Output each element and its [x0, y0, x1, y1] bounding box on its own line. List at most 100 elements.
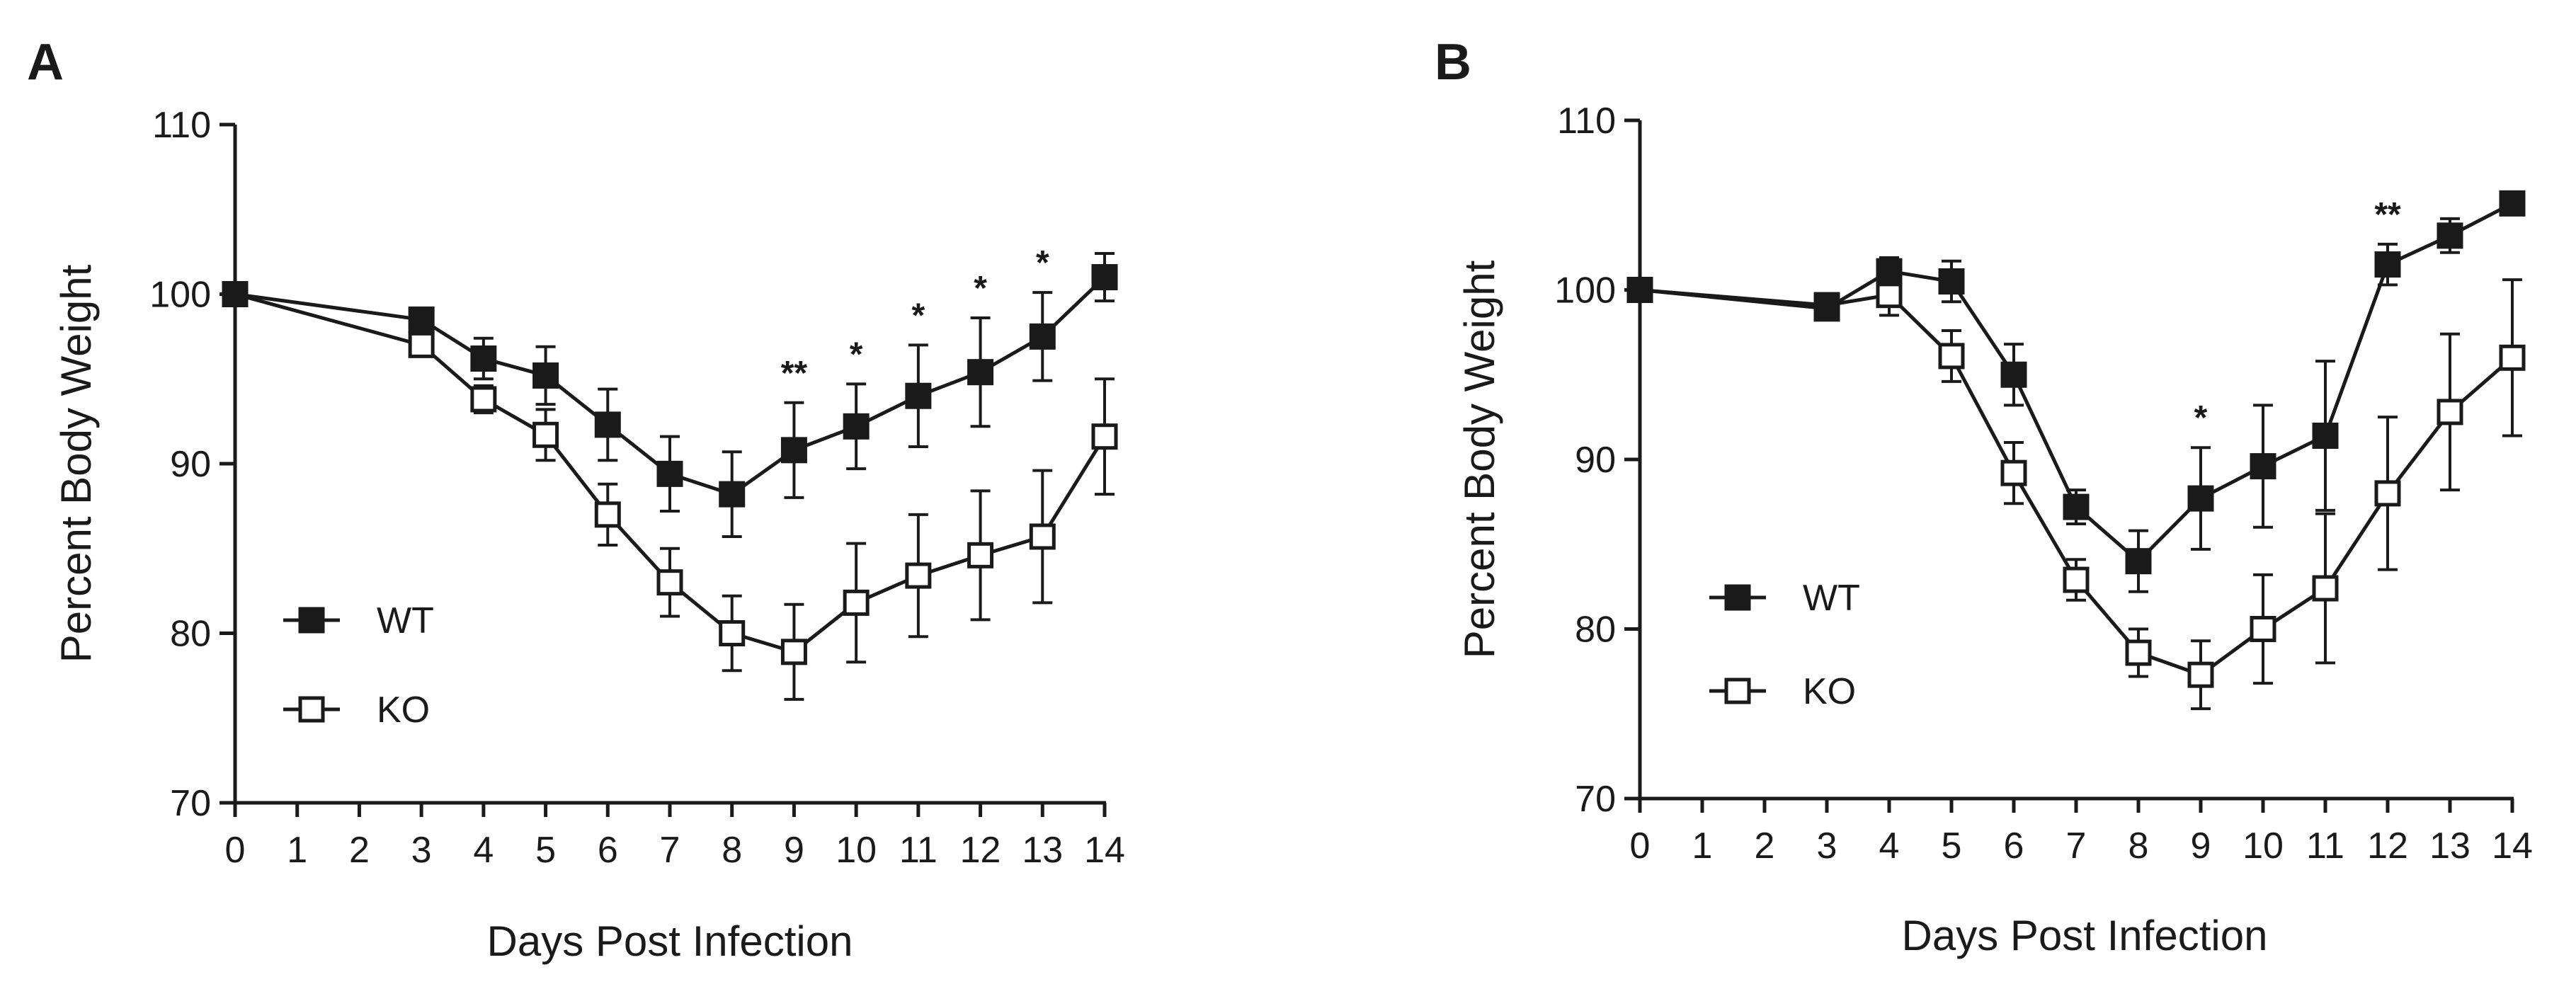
y-tick-label: 100 — [1554, 270, 1616, 311]
y-tick-label: 90 — [1575, 440, 1616, 481]
x-tick-label: 13 — [2429, 825, 2470, 867]
data-point-ko — [2374, 480, 2401, 507]
data-point-ko — [905, 562, 932, 589]
data-point-ko — [1876, 282, 1903, 309]
y-tick-label: 110 — [152, 105, 211, 146]
data-point-wt — [2499, 190, 2526, 217]
y-tick-label: 70 — [170, 783, 211, 824]
data-point-ko — [470, 386, 497, 413]
data-point-ko — [780, 639, 807, 665]
x-tick-label: 9 — [2191, 825, 2211, 867]
data-point-ko — [656, 569, 683, 596]
data-point-ko — [1938, 343, 1965, 370]
data-point-wt — [2000, 361, 2027, 388]
x-tick-label: 2 — [1755, 825, 1775, 867]
data-point-wt — [594, 411, 621, 438]
x-tick-label: 8 — [722, 830, 742, 871]
data-point-wt — [719, 481, 746, 508]
data-point-wt — [2312, 422, 2339, 449]
data-point-wt — [1091, 264, 1118, 291]
data-point-wt — [2187, 485, 2214, 512]
data-point-wt — [1029, 323, 1056, 350]
x-tick-label: 5 — [535, 830, 556, 871]
data-point-ko — [408, 331, 435, 358]
legend-item-ko: KO — [1709, 671, 1856, 712]
y-tick-label: 90 — [170, 444, 211, 485]
data-point-wt — [1938, 268, 1965, 295]
y-tick-label: 80 — [170, 614, 211, 655]
legend-label: KO — [1803, 671, 1856, 712]
data-point-ko — [2312, 575, 2339, 602]
x-tick-label: 13 — [1022, 830, 1063, 871]
legend-label: WT — [377, 600, 434, 641]
data-point-ko — [2125, 639, 2152, 666]
data-point-wt — [843, 413, 870, 440]
legend-label: KO — [377, 690, 430, 731]
x-tick-label: 4 — [473, 830, 494, 871]
x-axis-title: Days Post Infection — [487, 917, 853, 965]
significance-marker: * — [1036, 244, 1049, 282]
x-tick-label: 0 — [225, 830, 246, 871]
data-point-wt — [2374, 251, 2401, 278]
significance-marker: ** — [2374, 196, 2401, 234]
x-tick-label: 6 — [2004, 825, 2024, 867]
data-point-ko — [2437, 399, 2463, 425]
x-tick-label: 11 — [899, 830, 937, 871]
data-point-ko — [1091, 423, 1118, 450]
series-wt — [222, 252, 1118, 538]
legend-label: WT — [1803, 578, 1860, 619]
data-point-ko — [967, 542, 994, 568]
data-point-ko — [719, 620, 746, 646]
y-tick-label: 110 — [1557, 101, 1616, 142]
x-tick-label: 4 — [1879, 825, 1900, 867]
x-tick-label: 12 — [960, 830, 1001, 871]
y-axis-title: Percent Body Weight — [52, 264, 100, 663]
significance-marker: * — [2194, 399, 2208, 437]
significance-marker: * — [912, 297, 925, 334]
data-point-ko — [843, 589, 870, 616]
data-point-wt — [1876, 258, 1903, 285]
legend-item-wt: WT — [283, 600, 434, 641]
x-tick-label: 0 — [1630, 825, 1651, 867]
significance-marker: ** — [781, 355, 808, 392]
x-tick-label: 8 — [2128, 825, 2149, 867]
significance-marker: * — [974, 270, 987, 307]
data-point-wt — [656, 460, 683, 487]
x-axis-title: Days Post Infection — [1902, 912, 2268, 959]
data-point-ko — [2187, 661, 2214, 688]
panel-letter: B — [1435, 34, 1471, 91]
x-tick-label: 11 — [2306, 825, 2344, 867]
y-tick-label: 80 — [1575, 610, 1616, 651]
x-tick-label: 12 — [2367, 825, 2408, 867]
data-point-wt — [2125, 548, 2152, 575]
data-point-ko — [532, 421, 559, 448]
data-point-ko — [2000, 459, 2027, 486]
y-axis-title: Percent Body Weight — [1456, 260, 1503, 658]
data-point-ko — [2250, 616, 2276, 642]
x-tick-label: 3 — [1817, 825, 1837, 867]
x-tick-label: 5 — [1942, 825, 1962, 867]
x-tick-label: 1 — [287, 830, 307, 871]
x-tick-label: 3 — [411, 830, 432, 871]
x-tick-label: 14 — [1084, 830, 1125, 871]
significance-marker: * — [850, 336, 863, 373]
x-tick-label: 6 — [598, 830, 618, 871]
data-point-wt — [408, 306, 435, 333]
data-point-wt — [1626, 277, 1653, 303]
x-tick-label: 14 — [2492, 825, 2533, 867]
x-tick-label: 9 — [784, 830, 804, 871]
x-tick-label: 2 — [349, 830, 370, 871]
series-wt — [1626, 190, 2526, 593]
data-point-ko — [594, 501, 621, 528]
x-tick-label: 10 — [2242, 825, 2284, 867]
data-point-ko — [2063, 566, 2090, 593]
y-tick-label: 100 — [149, 275, 211, 316]
data-point-wt — [222, 281, 249, 307]
data-point-wt — [532, 362, 559, 389]
data-point-wt — [470, 345, 497, 372]
data-point-ko — [1029, 523, 1056, 550]
legend-marker — [298, 696, 325, 723]
